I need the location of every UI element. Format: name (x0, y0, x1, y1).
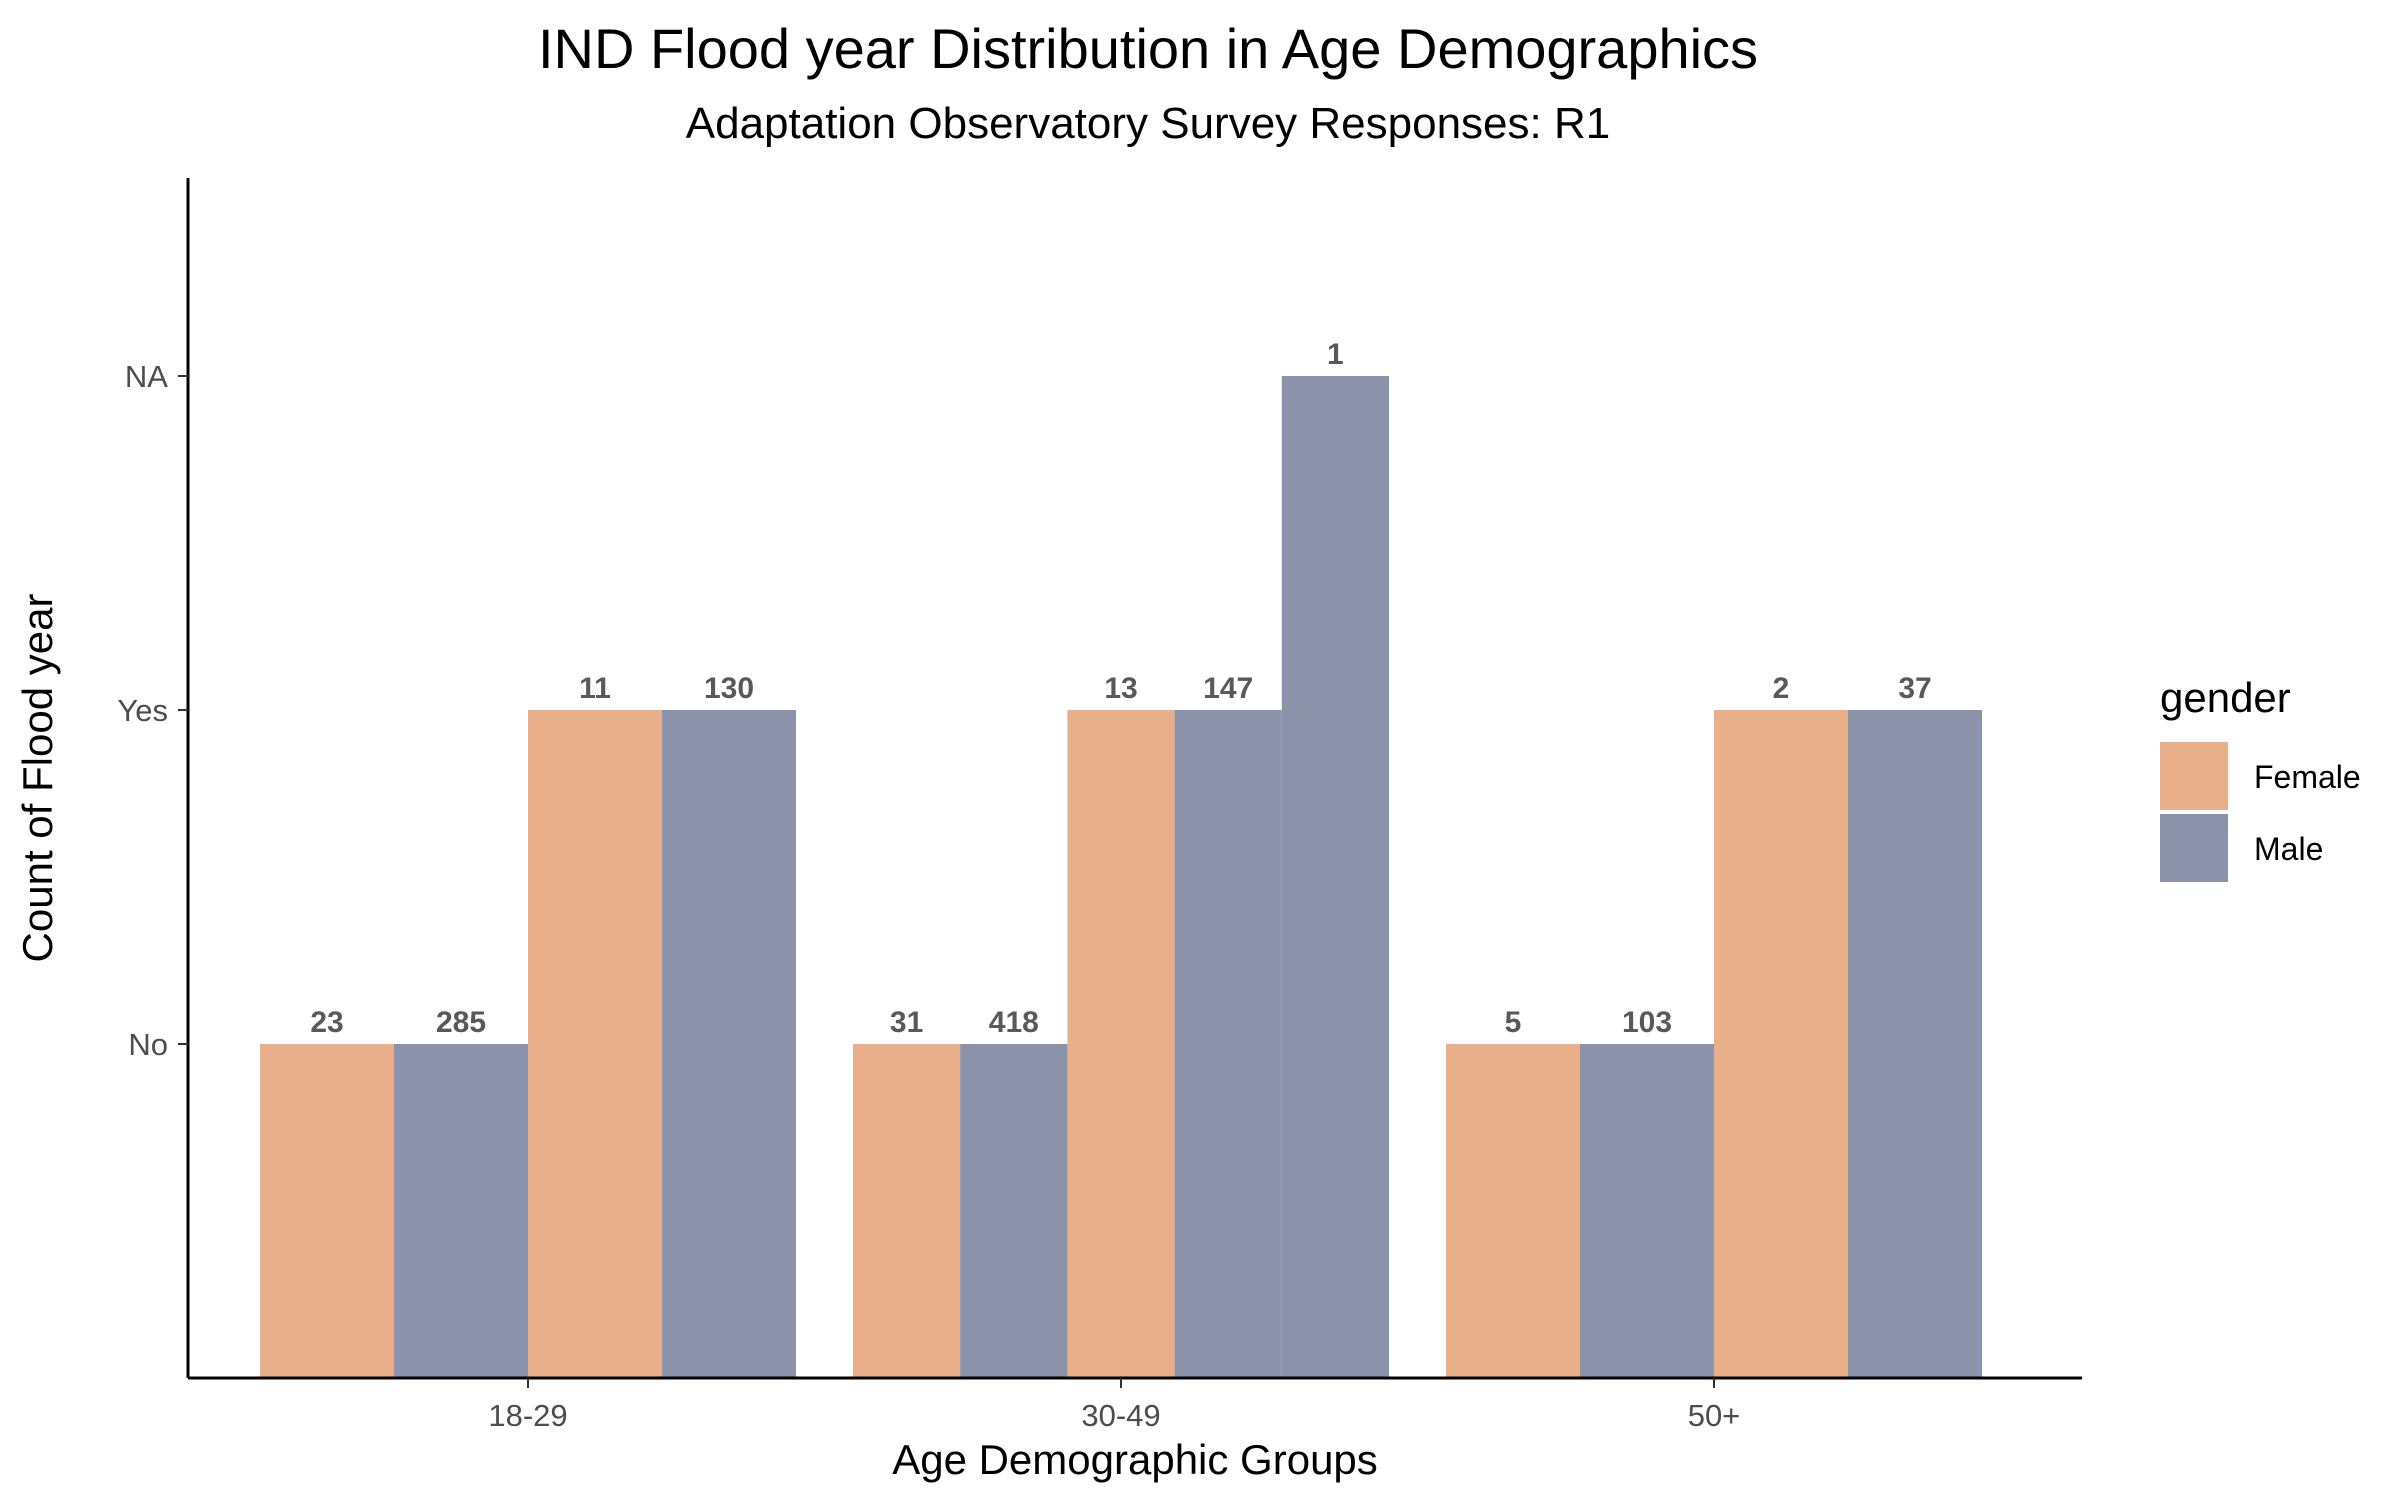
bar-30-49-Yes-Female (1067, 710, 1175, 1378)
x-tick-label: 50+ (1688, 1398, 1741, 1433)
y-tick-label: No (128, 1027, 168, 1062)
data-label-30-49-Yes-Female: 13 (1104, 672, 1137, 705)
data-labels-layer: 23 285 11 130 31 418 13 147 1 5 103 2 37 (310, 338, 1931, 1039)
legend-title: gender (2160, 674, 2291, 721)
bar-18-29-Yes-Male (662, 710, 796, 1378)
bar-18-29-No-Male (394, 1044, 528, 1378)
bar-50+-Yes-Female (1714, 710, 1848, 1378)
bar-50+-Yes-Male (1848, 710, 1982, 1378)
data-label-50+-Yes-Male: 37 (1898, 672, 1931, 705)
legend-key-male (2160, 814, 2228, 882)
bar-30-49-Yes-Male (1174, 710, 1282, 1378)
axes-layer: No Yes NA 18-29 30-49 50+ (117, 178, 2082, 1433)
y-axis-title: Count of Flood year (14, 594, 61, 963)
data-label-50+-Yes-Female: 2 (1773, 672, 1790, 705)
x-tick-label: 18-29 (488, 1398, 567, 1433)
bars-layer (260, 376, 1982, 1378)
chart-subtitle: Adaptation Observatory Survey Responses:… (686, 99, 1610, 148)
data-label-18-29-No-Female: 23 (310, 1006, 343, 1039)
data-label-18-29-Yes-Female: 11 (579, 672, 611, 705)
bar-50+-No-Female (1446, 1044, 1580, 1378)
data-label-50+-No-Female: 5 (1505, 1006, 1522, 1039)
legend-label-male: Male (2254, 831, 2323, 867)
data-label-30-49-No-Male: 418 (989, 1006, 1039, 1039)
x-tick-label: 30-49 (1081, 1398, 1160, 1433)
chart-title: IND Flood year Distribution in Age Demog… (538, 17, 1758, 80)
y-tick-label: NA (125, 359, 168, 394)
data-label-50+-No-Male: 103 (1622, 1006, 1672, 1039)
data-label-30-49-Yes-Male: 147 (1203, 672, 1253, 705)
bar-30-49-No-Male (960, 1044, 1068, 1378)
x-axis-title: Age Demographic Groups (892, 1436, 1378, 1483)
legend: gender Female Male (2160, 674, 2361, 882)
data-label-18-29-Yes-Male: 130 (704, 672, 754, 705)
bar-50+-No-Male (1580, 1044, 1714, 1378)
data-label-30-49-No-Female: 31 (890, 1006, 923, 1039)
bar-30-49-No-Female (853, 1044, 961, 1378)
data-label-18-29-No-Male: 285 (436, 1006, 486, 1039)
bar-30-49-NA-Male (1281, 376, 1389, 1378)
bar-18-29-Yes-Female (528, 710, 662, 1378)
legend-label-female: Female (2254, 759, 2361, 795)
data-label-30-49-NA-Male: 1 (1327, 338, 1344, 371)
y-tick-label: Yes (117, 693, 168, 728)
legend-key-female (2160, 742, 2228, 810)
bar-18-29-No-Female (260, 1044, 394, 1378)
